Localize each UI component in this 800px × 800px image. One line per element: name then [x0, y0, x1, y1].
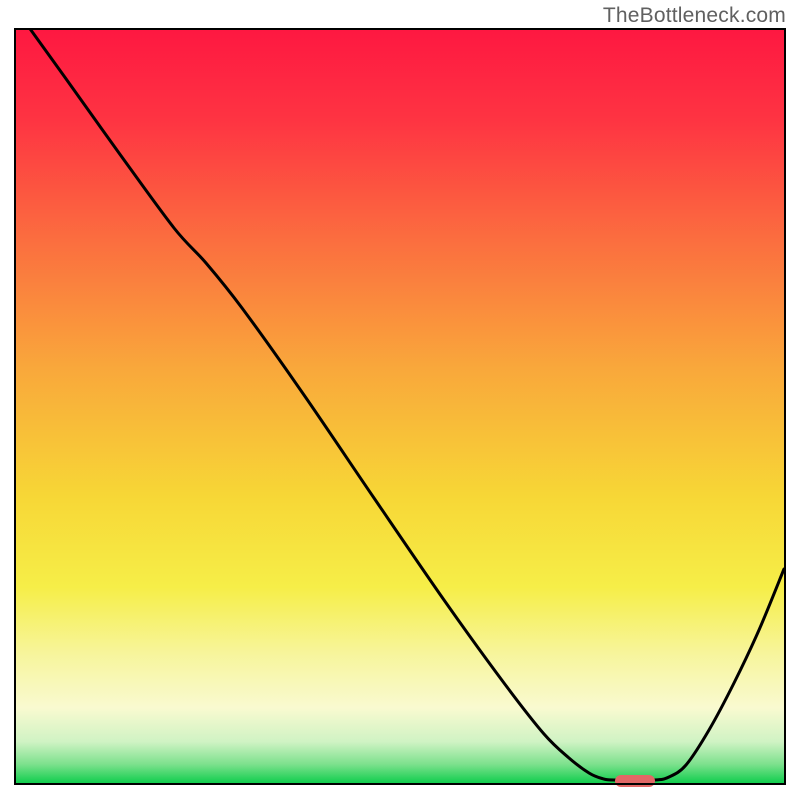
watermark-text: TheBottleneck.com — [603, 4, 786, 28]
chart-border — [14, 28, 786, 785]
bottleneck-chart — [14, 28, 786, 785]
